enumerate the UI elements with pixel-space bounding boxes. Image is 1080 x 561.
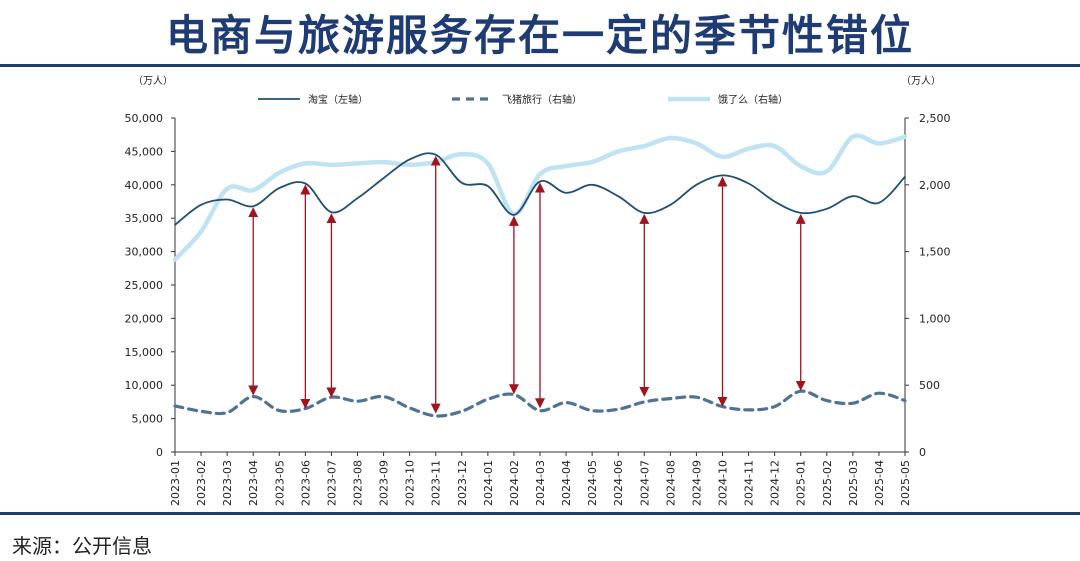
x-tick-label: 2025-03: [847, 460, 860, 506]
axes-layer: 0 5,000 10,000 15,000 20,000 25,000 30,000 35,0…: [125, 75, 951, 506]
y-right-tick-label: 500: [919, 379, 940, 392]
x-tick-label: 2024-09: [690, 460, 703, 506]
series-layer: [172, 133, 908, 418]
x-tick-label: 2023-05: [273, 460, 286, 506]
x-tick-label: 2024-08: [664, 460, 677, 506]
y-left-tick-label: 45,000: [125, 145, 164, 158]
y-left-tick-label: 10,000: [125, 379, 164, 392]
y-left-tick-label: 15,000: [125, 346, 164, 359]
x-tick-label: 2024-02: [508, 460, 521, 506]
x-tick-label: 2023-10: [404, 460, 417, 506]
x-tick-label: 2023-04: [247, 460, 260, 506]
x-tick-label: 2023-06: [299, 460, 312, 506]
source-divider: [0, 512, 1080, 515]
x-tick-label: 2023-07: [325, 460, 338, 506]
y-left-tick-label: 50,000: [125, 112, 164, 125]
x-tick-label: 2023-02: [195, 460, 208, 506]
arrow-layer: [248, 155, 806, 414]
y-left-unit: （万人）: [133, 75, 173, 87]
x-tick-label: 2024-01: [482, 460, 495, 506]
x-tick-label: 2023-08: [352, 460, 365, 506]
x-tick-label: 2023-11: [430, 460, 443, 506]
series-line-thick: [172, 133, 908, 262]
x-tick-label: 2025-02: [821, 460, 834, 506]
legend-label: 飞猪旅行（右轴）: [502, 93, 582, 106]
line-chart: 0 5,000 10,000 15,000 20,000 25,000 30,000 35,0…: [125, 75, 951, 506]
y-right-tick-label: 1,500: [919, 246, 951, 259]
series-line-solid: [174, 152, 906, 226]
legend-label: 淘宝（左轴）: [308, 93, 368, 106]
y-left-tick-label: 35,000: [125, 212, 164, 225]
x-tick-label: 2025-05: [899, 460, 912, 506]
page-title: 电商与旅游服务存在一定的季节性错位: [165, 11, 914, 60]
y-right-tick-label: 2,000: [919, 179, 951, 192]
x-tick-label: 2024-06: [612, 460, 625, 506]
y-left-tick-label: 5,000: [132, 413, 164, 426]
x-tick-label: 2023-09: [378, 460, 391, 506]
y-left-tick-label: 0: [156, 446, 163, 459]
y-left-tick-label: 20,000: [125, 312, 164, 325]
y-right-tick-label: 0: [919, 446, 926, 459]
y-right-tick-label: 2,500: [919, 112, 951, 125]
x-tick-label: 2024-11: [743, 460, 756, 506]
legend-label: 饿了么（右轴）: [718, 93, 788, 106]
y-left-tick-label: 30,000: [125, 246, 164, 259]
title-divider: [0, 64, 1080, 67]
x-tick-label: 2024-05: [586, 460, 599, 506]
x-tick-label: 2023-03: [221, 460, 234, 506]
x-tick-label: 2024-12: [769, 460, 782, 506]
y-left-tick-label: 25,000: [125, 279, 164, 292]
legend: 淘宝（左轴） 飞猪旅行（右轴） 饿了么（右轴）: [258, 93, 788, 106]
x-tick-label: 2024-03: [534, 460, 547, 506]
series-line-dashed: [173, 389, 907, 418]
x-tick-label: 2023-01: [169, 460, 182, 506]
x-tick-label: 2024-04: [560, 460, 573, 506]
x-tick-label: 2023-12: [456, 460, 469, 506]
y-right-tick-label: 1,000: [919, 312, 951, 325]
x-tick-label: 2025-04: [873, 460, 886, 506]
x-tick-label: 2024-07: [638, 460, 651, 506]
y-right-unit: （万人）: [901, 75, 941, 87]
source-note: 来源：公开信息: [12, 534, 152, 558]
x-tick-label: 2024-10: [717, 460, 730, 506]
y-left-tick-label: 40,000: [125, 179, 164, 192]
x-tick-label: 2025-01: [795, 460, 808, 506]
